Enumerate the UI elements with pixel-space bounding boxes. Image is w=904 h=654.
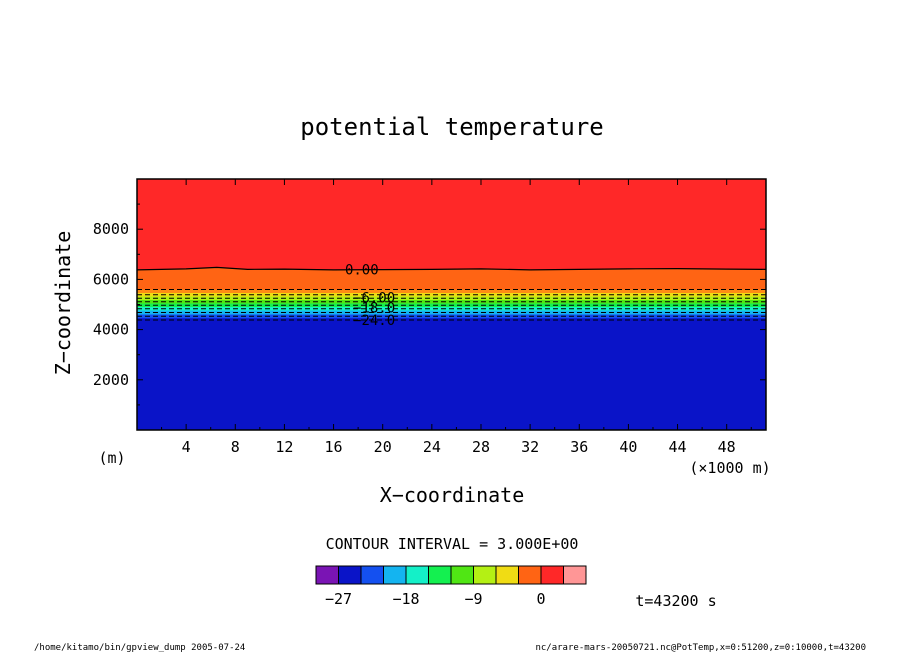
x-tick-label: 40 — [619, 438, 637, 456]
contour-lines — [136, 266, 767, 321]
x-tick-label: 24 — [423, 438, 441, 456]
contour-label: −24.0 — [353, 313, 395, 329]
y-tick-label: 8000 — [93, 220, 129, 238]
y-tick-label: 4000 — [93, 321, 129, 339]
colorbar-tick-label: −9 — [464, 590, 482, 608]
x-tick-label: 28 — [472, 438, 490, 456]
y-axis-label: Z−coordinate — [51, 231, 75, 376]
plot-area: 0.00 −6.00−18.0−24.0 — [136, 178, 767, 431]
colorbar-swatch — [540, 565, 564, 585]
contour-labels: 0.00 −6.00−18.0−24.0 — [345, 262, 395, 329]
y-axis-ticks: 2000 4000 6000 8000 — [93, 203, 766, 406]
contour-interval-label: CONTOUR INTERVAL = 3.000E+00 — [326, 535, 579, 553]
x-axis-ticks: 4 8 12 16 20 24 28 32 36 40 44 48 — [161, 179, 752, 456]
colorbar-tick-label: 0 — [536, 590, 545, 608]
y-unit-label: (m) — [98, 449, 125, 467]
x-tick-label: 16 — [325, 438, 343, 456]
contour-label: −6.00 — [353, 290, 395, 306]
x-tick-label: 12 — [275, 438, 293, 456]
x-tick-label: 4 — [182, 438, 191, 456]
band-level--27 — [137, 318, 766, 430]
x-tick-label: 36 — [570, 438, 588, 456]
colorbar-swatch — [518, 565, 542, 585]
colorbar-swatch — [428, 565, 452, 585]
contour-line-zero — [136, 266, 767, 271]
y-tick-label: 6000 — [93, 270, 129, 288]
footer-left-text: /home/kitamo/bin/gpview_dump 2005-07-24 — [34, 643, 245, 653]
footer-right-text: nc/arare-mars-20050721.nc@PotTemp,x=0:51… — [535, 643, 866, 653]
colorbar-tick-label: −18 — [392, 590, 419, 608]
colorbar-swatch — [405, 565, 429, 585]
colorbar-swatch — [563, 565, 587, 585]
contour-label: −18.0 — [353, 301, 395, 317]
contour-label: 0.00 — [345, 262, 379, 278]
colorbar-swatch — [450, 565, 474, 585]
colorbar-swatch — [360, 565, 384, 585]
colorbar-swatch — [338, 565, 362, 585]
colorbar-swatch — [495, 565, 519, 585]
x-tick-label: 48 — [718, 438, 736, 456]
time-label: t=43200 s — [635, 592, 716, 610]
colorbar-tick-labels: −27 −18 −9 0 — [325, 590, 546, 608]
colorbar-swatch — [315, 565, 339, 585]
chart-title: potential temperature — [300, 113, 603, 141]
filled-contour-bands — [137, 179, 766, 430]
colorbar-tick-label: −27 — [325, 590, 352, 608]
x-tick-label: 44 — [669, 438, 687, 456]
x-tick-label: 8 — [231, 438, 240, 456]
colorbar-swatch — [473, 565, 497, 585]
x-tick-label: 32 — [521, 438, 539, 456]
y-tick-label: 2000 — [93, 371, 129, 389]
x-unit-label: (×1000 m) — [689, 459, 770, 477]
colorbar-swatch — [383, 565, 407, 585]
x-axis-label: X−coordinate — [380, 483, 525, 507]
x-tick-label: 20 — [374, 438, 392, 456]
colorbar — [315, 565, 587, 585]
